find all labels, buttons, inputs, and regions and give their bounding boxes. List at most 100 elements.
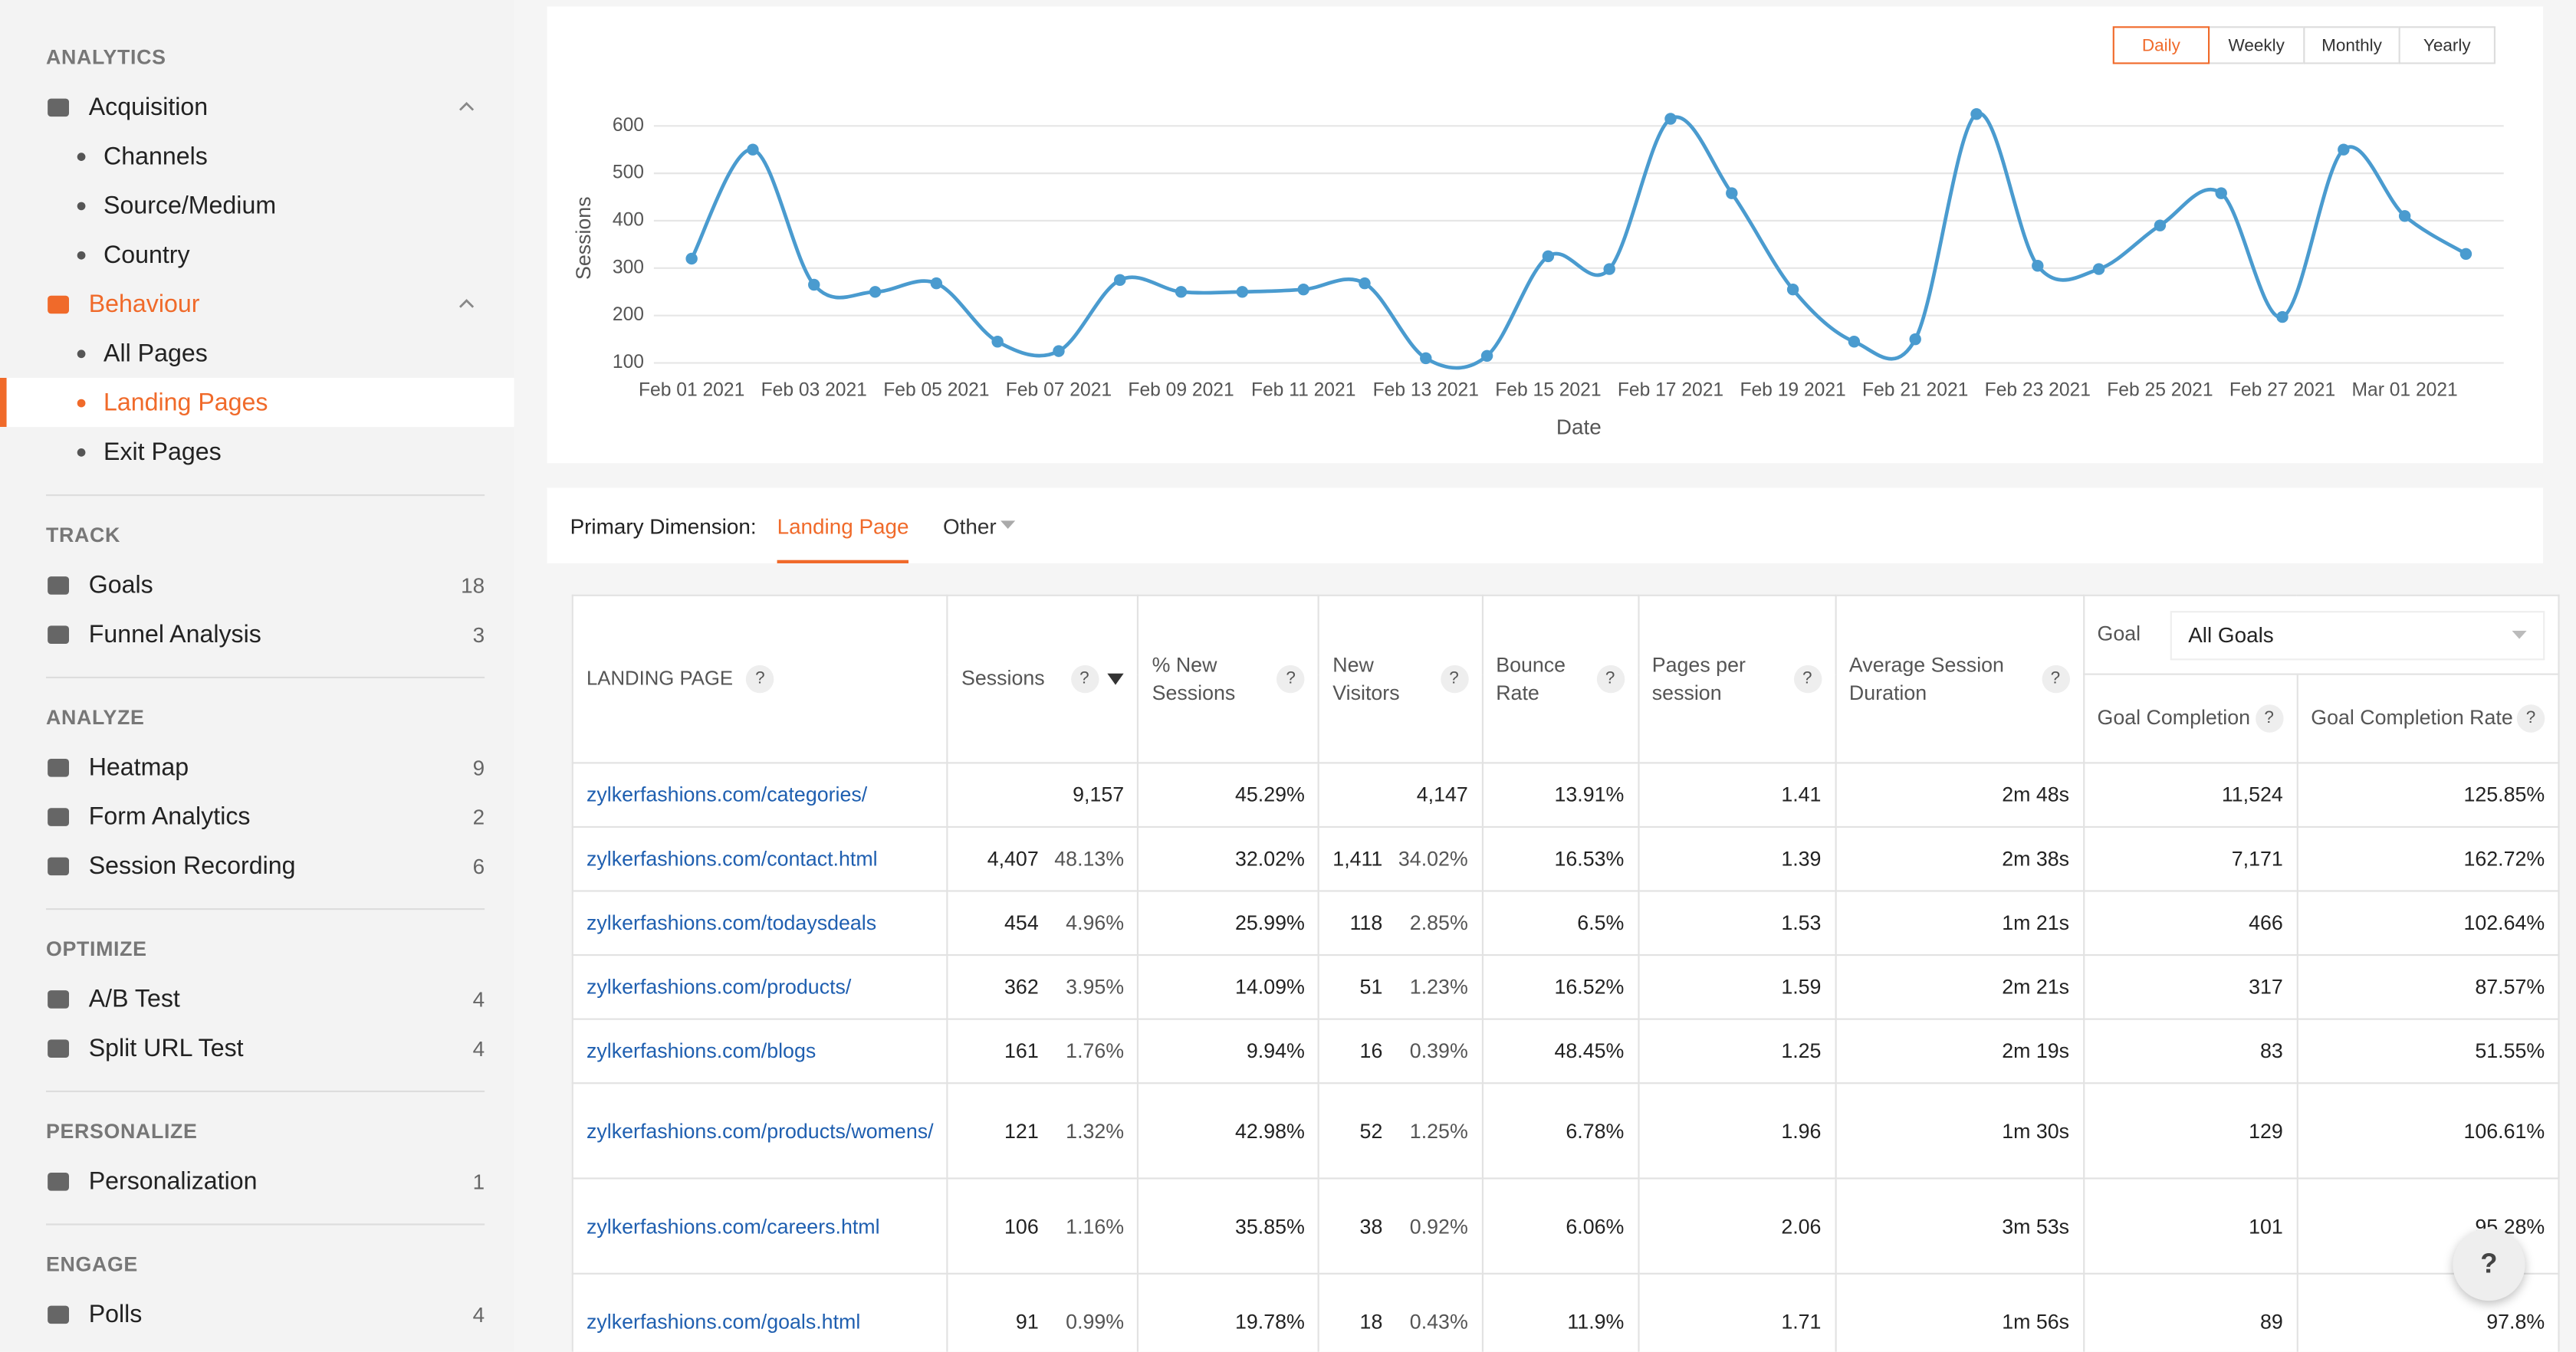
cell-value: 35.85%: [1234, 1214, 1305, 1238]
column-header[interactable]: Bounce Rate?: [1480, 594, 1639, 764]
nav-count: 3: [473, 1351, 485, 1352]
cell-value: 9.94%: [1246, 1039, 1305, 1063]
nav-label: Form Analytics: [88, 802, 251, 831]
point: [2276, 310, 2288, 323]
table-row: zylkerfashions.com/products/362 3.95% 14.0…: [571, 953, 2560, 1020]
nav-item[interactable]: Personalization 1: [0, 1157, 514, 1206]
cell-wrap: 1.71: [1652, 1310, 1821, 1333]
nav-item[interactable]: A/B Test 4: [0, 974, 514, 1023]
page-link[interactable]: zylkerfashions.com/careers.html: [586, 1214, 880, 1238]
nav-label: Channels: [104, 142, 208, 170]
page-link[interactable]: zylkerfashions.com/blogs: [586, 1039, 816, 1063]
cell-wrap: 48.45%: [1496, 1039, 1624, 1062]
x-tick-label: Feb 01 2021: [639, 380, 744, 401]
page-link[interactable]: zylkerfashions.com/products/womens/: [586, 1119, 934, 1143]
nav-subitem[interactable]: Exit Pages: [0, 427, 514, 476]
page-cell: zylkerfashions.com/careers.html: [571, 1177, 948, 1275]
cell-value: 466: [2249, 911, 2283, 935]
x-tick-label: Feb 15 2021: [1495, 380, 1601, 401]
nav-item[interactable]: Goals 18: [0, 560, 514, 609]
value-cell: 51.55%: [2295, 1018, 2560, 1085]
help-button[interactable]: ?: [2453, 1228, 2525, 1301]
cell-wrap: 9,157: [961, 783, 1124, 806]
nav-item[interactable]: Funnel Analysis 3: [0, 609, 514, 658]
cell-value: 2m 19s: [2002, 1039, 2070, 1063]
x-tick-label: Feb 27 2021: [2229, 380, 2335, 401]
value-cell: 13.91%: [1480, 762, 1639, 829]
dimension-tab[interactable]: Landing Page: [777, 514, 909, 539]
nav-item[interactable]: Behaviour: [0, 279, 514, 328]
column-header[interactable]: Pages per session?: [1637, 594, 1836, 764]
nav-subitem[interactable]: Landing Pages: [0, 377, 514, 428]
column-header[interactable]: Goal Completion Rate?: [2295, 673, 2560, 764]
sort-path: [1107, 673, 1125, 685]
cell-value: 16.52%: [1554, 975, 1625, 999]
nav-item[interactable]: Acquisition: [0, 82, 514, 131]
value-cell: 9,157: [946, 762, 1139, 829]
value-cell: 466: [2082, 890, 2298, 957]
nav-item[interactable]: Polls 4: [0, 1289, 514, 1338]
page-link[interactable]: zylkerfashions.com/contact.html: [586, 847, 878, 871]
nav-item[interactable]: Session Recording 6: [0, 841, 514, 890]
column-header[interactable]: LANDING PAGE?: [571, 594, 948, 764]
value-cell: 7,171: [2082, 825, 2298, 892]
nav-icon: [48, 1304, 69, 1324]
range-button[interactable]: Weekly: [2208, 26, 2305, 64]
nav-subitem[interactable]: Source/Medium: [0, 181, 514, 230]
x-tick-label: Feb 25 2021: [2107, 380, 2213, 401]
column-header[interactable]: % New Sessions?: [1137, 594, 1320, 764]
x-tick-label: Feb 21 2021: [1862, 380, 1968, 401]
cell-wrap: 1m 21s: [1849, 911, 2069, 934]
page-link[interactable]: zylkerfashions.com/products/: [586, 975, 852, 999]
value-cell: 1.41: [1637, 762, 1836, 829]
cell-wrap: 11.9%: [1496, 1310, 1624, 1333]
cell-value: 1m 56s: [2002, 1309, 2070, 1333]
value-cell: 1m 56s: [1834, 1272, 2085, 1352]
header-wrap: New Visitors?: [1332, 651, 1468, 707]
page-link[interactable]: zylkerfashions.com/todaysdeals: [586, 911, 877, 935]
column-header[interactable]: Goal Completion?: [2082, 673, 2298, 764]
x-tick-label: Feb 23 2021: [1985, 380, 2091, 401]
cell-value: 1m 30s: [2002, 1119, 2070, 1143]
nav-item[interactable]: Push Notification 3: [0, 1338, 514, 1351]
header-wrap: LANDING PAGE?: [586, 665, 934, 694]
cell-wrap: 2m 48s: [1849, 783, 2069, 806]
cell-wrap: 95.28%: [2311, 1215, 2545, 1238]
range-button[interactable]: Daily: [2112, 26, 2210, 64]
range-button[interactable]: Monthly: [2303, 26, 2400, 64]
x-tick-label: Feb 07 2021: [1006, 380, 1112, 401]
column-header[interactable]: Average Session Duration?: [1834, 594, 2085, 764]
nav-subitem[interactable]: Channels: [0, 131, 514, 180]
page-link[interactable]: zylkerfashions.com/goals.html: [586, 1309, 861, 1333]
dimension-other[interactable]: Other: [943, 514, 997, 539]
point: [2154, 219, 2167, 231]
nav-item[interactable]: Heatmap 9: [0, 743, 514, 792]
table-row: zylkerfashions.com/contact.html 4,407 48.1…: [571, 825, 2560, 892]
column-header[interactable]: New Visitors?: [1318, 594, 1484, 764]
nav-label: Personalization: [88, 1167, 258, 1195]
point: [1236, 286, 1249, 298]
column-header[interactable]: Sessions?: [946, 594, 1139, 764]
point: [869, 286, 882, 298]
x-tick-label: Feb 05 2021: [883, 380, 989, 401]
cell-percent: 1.25%: [1409, 1119, 1468, 1143]
cell-percent: 1.23%: [1409, 975, 1468, 999]
nav-subitem[interactable]: All Pages: [0, 329, 514, 378]
cell-wrap: 42.98%: [1152, 1119, 1305, 1142]
goal-select[interactable]: All Goals: [2170, 610, 2545, 660]
cell-percent: 0.92%: [1409, 1214, 1468, 1238]
cell-wrap: 38 0.92%: [1332, 1214, 1468, 1238]
nav-count: 9: [472, 754, 485, 779]
header-text: Bounce Rate: [1496, 652, 1566, 704]
page-link[interactable]: zylkerfashions.com/categories/: [586, 783, 868, 807]
cell-value: 11.9%: [1567, 1309, 1625, 1333]
value-cell: 19.78%: [1137, 1272, 1320, 1352]
cell-wrap: 1.39: [1652, 848, 1821, 871]
cell-wrap: 4,147: [1332, 783, 1468, 806]
nav-item[interactable]: Form Analytics 2: [0, 792, 514, 841]
range-button[interactable]: Yearly: [2398, 26, 2496, 64]
cell-value: 48.45%: [1554, 1039, 1625, 1063]
nav-icon: [48, 294, 69, 313]
nav-subitem[interactable]: Country: [0, 230, 514, 279]
nav-item[interactable]: Split URL Test 4: [0, 1023, 514, 1072]
